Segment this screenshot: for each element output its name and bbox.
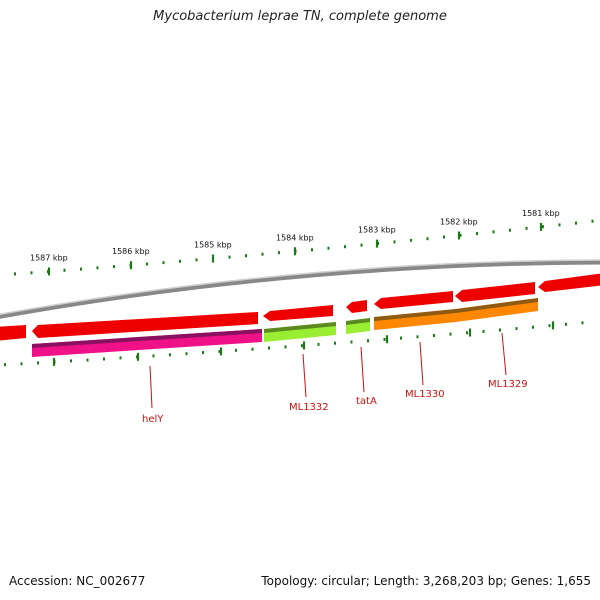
scale-minor-ticks-outer <box>14 219 594 276</box>
scale-label: 1587 kbp <box>30 254 68 263</box>
genome-backbone-highlight <box>0 259 600 315</box>
leader-ML1332 <box>302 353 307 398</box>
scale-label: 1583 kbp <box>358 226 396 235</box>
scale-label: 1584 kbp <box>276 233 314 242</box>
cds-arrow[interactable] <box>32 312 258 338</box>
cds-arrow[interactable] <box>263 305 333 321</box>
gene-bar-ML1332-shade <box>264 322 336 333</box>
gene-labels: helY ML1332 tatA ML1330 ML1329 <box>142 379 528 425</box>
map-title: Mycobacterium leprae TN, complete genome <box>153 9 447 24</box>
scale-labels: 1587 kbp 1586 kbp 1585 kbp 1584 kbp 1583 kbp… <box>30 209 560 263</box>
cds-arrow[interactable] <box>455 282 535 302</box>
cds-arrow[interactable] <box>0 325 26 341</box>
cds-arrow[interactable] <box>346 300 367 313</box>
leader-tatA <box>360 346 365 393</box>
scale-label: 1582 kbp <box>440 218 478 227</box>
leader-helY <box>149 365 153 409</box>
genome-backbone <box>0 259 600 319</box>
cds-track <box>0 273 600 341</box>
gene-bar-helY-shade <box>32 329 262 348</box>
gene-label-tatA[interactable]: tatA <box>356 396 377 407</box>
gene-label-ML1332[interactable]: ML1332 <box>289 402 329 413</box>
scale-label: 1581 kbp <box>522 209 560 218</box>
gene-bar-ML1330-shade <box>374 309 456 321</box>
gene-bar-tatA-shade <box>346 318 370 325</box>
scale-label: 1586 kbp <box>112 247 150 256</box>
gene-track <box>32 298 538 357</box>
genome-stats-text: Topology: circular; Length: 3,268,203 bp… <box>261 574 591 588</box>
leader-ML1329 <box>501 332 507 376</box>
gene-label-ML1330[interactable]: ML1330 <box>405 389 445 400</box>
leader-ML1330 <box>419 341 424 386</box>
gene-label-ML1329[interactable]: ML1329 <box>488 379 528 390</box>
cds-arrow[interactable] <box>538 273 600 292</box>
accession-text: Accession: NC_002677 <box>9 574 146 588</box>
gene-label-helY[interactable]: helY <box>142 414 164 425</box>
scale-label: 1585 kbp <box>194 241 232 250</box>
gene-bar-ML1329-shade <box>456 298 538 313</box>
scale-minor-ticks-inner <box>4 321 584 367</box>
cds-arrow[interactable] <box>374 291 453 309</box>
gene-leaders <box>149 332 507 409</box>
